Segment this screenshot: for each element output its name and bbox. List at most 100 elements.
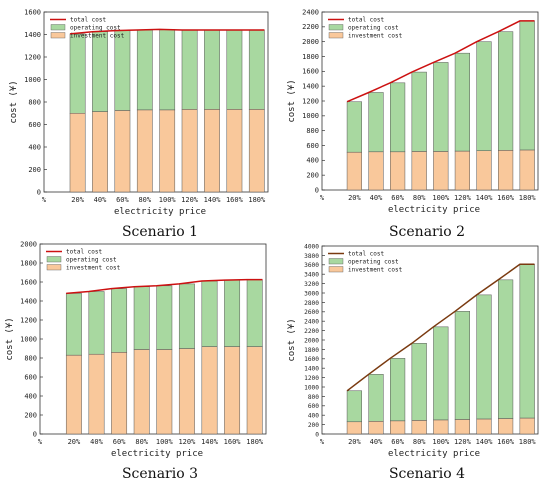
- bar-investment-cost: [411, 420, 427, 435]
- bar-investment-cost: [114, 110, 131, 193]
- y-tick-label: 800: [306, 127, 319, 135]
- legend-swatch-investment-cost: [328, 32, 344, 39]
- legend-swatch-investment-cost: [328, 266, 344, 273]
- y-tick-label: 1000: [302, 112, 319, 120]
- x-tick-label: 140%: [476, 194, 494, 202]
- x-tick-label: 120%: [178, 438, 196, 446]
- x-tick-label: %: [320, 438, 325, 446]
- y-tick-label: 1200: [304, 375, 319, 382]
- bar-investment-cost: [159, 109, 176, 193]
- line-total-cost: [346, 20, 535, 103]
- legend-swatch-operating-cost: [50, 24, 66, 31]
- x-tick-label: 180%: [248, 196, 266, 204]
- x-tick-label: 80%: [138, 196, 151, 204]
- chart-scenario-2: 0 200 400 600 800 1000 1200 1400 1600 1800 2000 220…: [287, 8, 539, 240]
- bar-investment-cost: [136, 109, 153, 193]
- x-tick-label: 60%: [391, 194, 404, 202]
- bar-investment-cost: [390, 151, 406, 191]
- x-tick-label: 80%: [413, 194, 426, 202]
- x-tick-label: 100%: [156, 438, 174, 446]
- bar-investment-cost: [476, 150, 492, 191]
- x-tick-label: %: [42, 196, 47, 204]
- y-tick-label: 2600: [304, 309, 319, 316]
- legend-label: operating cost: [348, 25, 399, 32]
- x-tick-label: 160%: [224, 438, 242, 446]
- y-tick-label: 200: [308, 422, 319, 429]
- x-tick-label: 40%: [90, 438, 103, 446]
- legend-label: investment cost: [348, 33, 403, 40]
- y-tick-label: 2200: [302, 23, 319, 31]
- legend-label: operating cost: [66, 257, 117, 264]
- legend-label: investment cost: [66, 265, 121, 272]
- bar-investment-cost: [65, 354, 82, 435]
- x-tick-label: 100%: [432, 194, 450, 202]
- bar-operating-cost: [156, 285, 173, 350]
- line-total-cost: [66, 278, 263, 295]
- x-tick-label: 120%: [454, 194, 472, 202]
- bar-operating-cost: [390, 82, 406, 153]
- y-tick-label: 2000: [302, 38, 319, 46]
- y-tick-label: 800: [24, 354, 37, 362]
- bar-operating-cost: [454, 52, 470, 152]
- y-axis-label: cost (¥): [9, 80, 19, 123]
- y-tick-label: 0: [37, 188, 41, 196]
- x-tick-label: 40%: [94, 196, 107, 204]
- bar-operating-cost: [136, 29, 153, 111]
- bar-investment-cost: [201, 346, 218, 435]
- bar-investment-cost: [433, 151, 449, 191]
- y-tick-label: 1800: [20, 259, 37, 267]
- bar-operating-cost: [411, 71, 427, 152]
- bar-operating-cost: [498, 31, 514, 151]
- y-tick-label: 1400: [20, 297, 37, 305]
- bar-investment-cost: [346, 151, 362, 191]
- y-tick-label: 200: [24, 411, 37, 419]
- y-tick-label: 1800: [302, 53, 319, 61]
- y-axis-label: cost (¥): [5, 317, 15, 360]
- bar-investment-cost: [111, 352, 128, 435]
- bar-operating-cost: [65, 293, 82, 356]
- bar-operating-cost: [368, 374, 384, 422]
- y-tick-label: 3200: [304, 281, 319, 288]
- legend-label: operating cost: [70, 25, 121, 32]
- x-tick-label: 140%: [201, 438, 219, 446]
- y-tick-label: 1000: [304, 384, 319, 391]
- bar-operating-cost: [226, 29, 243, 110]
- y-tick-label: 800: [28, 98, 41, 106]
- y-axis-label: cost (¥): [287, 79, 297, 122]
- bar-investment-cost: [476, 418, 492, 435]
- bar-operating-cost: [476, 294, 492, 420]
- x-tick-label: 80%: [135, 438, 148, 446]
- x-tick-label: 100%: [159, 196, 177, 204]
- bar-investment-cost: [346, 421, 362, 435]
- bar-investment-cost: [156, 349, 173, 435]
- bar-investment-cost: [88, 353, 105, 435]
- x-tick-label: 180%: [246, 438, 264, 446]
- chart-caption: Scenario 1: [122, 224, 198, 240]
- bar-operating-cost: [201, 280, 218, 347]
- bar-operating-cost: [368, 92, 384, 153]
- y-tick-label: 1400: [304, 366, 319, 373]
- y-tick-label: 0: [315, 186, 319, 194]
- bar-operating-cost: [224, 279, 241, 347]
- bar-investment-cost: [411, 151, 427, 191]
- legend-label: total cost: [66, 249, 103, 256]
- legend-swatch-operating-cost: [328, 24, 344, 31]
- bar-operating-cost: [476, 41, 492, 151]
- legend-label: investment cost: [348, 267, 403, 274]
- x-axis-label: electricity price: [388, 205, 480, 215]
- line-total-cost: [69, 28, 265, 35]
- bar-investment-cost: [224, 346, 241, 435]
- y-tick-label: 600: [306, 142, 319, 150]
- y-tick-label: 1200: [302, 97, 319, 105]
- x-tick-label: 80%: [413, 438, 426, 446]
- y-tick-label: 400: [308, 413, 319, 420]
- bar-operating-cost: [433, 62, 449, 152]
- bar-investment-cost: [92, 111, 108, 193]
- bar-investment-cost: [178, 348, 195, 435]
- x-tick-label: 60%: [113, 438, 126, 446]
- chart-caption: Scenario 2: [389, 224, 465, 240]
- y-tick-label: 200: [306, 172, 319, 180]
- legend-swatch-operating-cost: [46, 256, 62, 263]
- y-tick-label: 2000: [304, 337, 319, 344]
